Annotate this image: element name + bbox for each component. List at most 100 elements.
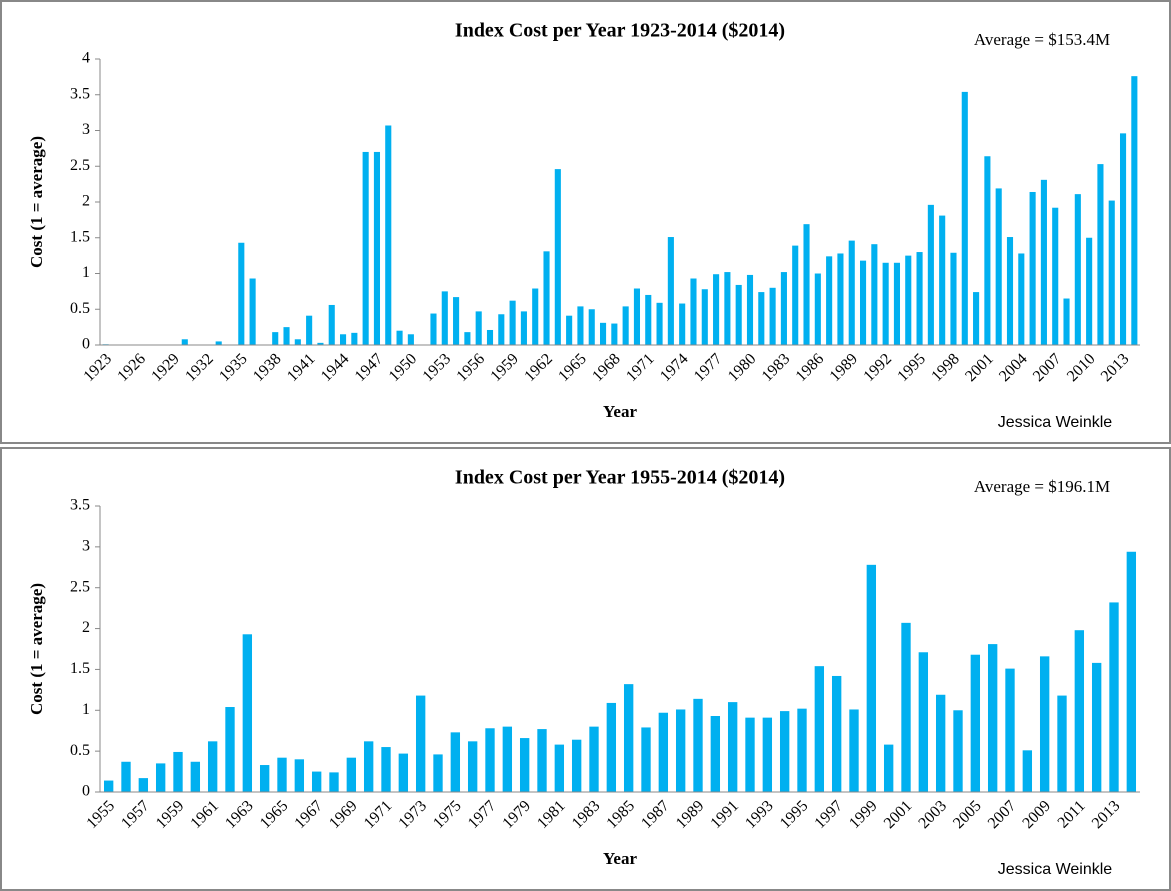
average-note: Average = $196.1M	[974, 477, 1110, 496]
bar	[693, 698, 703, 792]
bar	[589, 726, 599, 792]
bar	[970, 654, 981, 792]
bar	[866, 564, 877, 792]
bar	[641, 727, 651, 792]
bar	[893, 262, 901, 345]
bar	[831, 675, 842, 792]
bar	[1126, 551, 1137, 792]
bar	[520, 311, 527, 345]
bar	[215, 341, 222, 345]
bar	[883, 744, 894, 792]
author-note: Jessica Weinkle	[998, 414, 1113, 431]
bar	[746, 274, 754, 345]
y-tick-label: 0.5	[70, 300, 90, 317]
bar	[588, 309, 595, 345]
bar	[433, 754, 443, 792]
bar	[953, 710, 963, 792]
bar	[519, 738, 530, 792]
bar	[577, 306, 584, 345]
bar	[758, 292, 765, 345]
bar	[453, 297, 460, 345]
bar	[441, 291, 448, 345]
bar	[486, 329, 494, 345]
bar	[532, 288, 539, 345]
bar	[916, 252, 923, 345]
y-tick-label: 0	[82, 336, 90, 353]
chart-title: Index Cost per Year 1955-2014 ($2014)	[455, 467, 785, 489]
bar	[769, 287, 776, 345]
bar	[537, 729, 547, 792]
bar	[1074, 630, 1085, 792]
bar	[690, 278, 697, 345]
y-tick-label: 0.5	[70, 742, 90, 759]
bar	[701, 289, 708, 345]
bar	[935, 694, 946, 792]
y-tick-label: 1	[82, 264, 90, 281]
bar	[1022, 750, 1033, 792]
bar	[901, 622, 911, 792]
bar	[467, 741, 478, 792]
bar	[814, 666, 825, 792]
bar	[554, 744, 565, 792]
bar	[645, 294, 652, 345]
bar	[242, 634, 253, 792]
bar	[485, 728, 495, 792]
bar	[792, 245, 799, 345]
bar	[238, 242, 245, 345]
y-tick-label: 1.5	[70, 228, 90, 245]
bar	[727, 702, 738, 792]
bar	[272, 332, 279, 345]
bar	[475, 311, 482, 345]
bar	[277, 757, 287, 792]
bar	[599, 322, 607, 345]
panel	[0, 0, 1171, 444]
bar	[675, 709, 686, 792]
bar	[155, 763, 166, 792]
bar	[987, 644, 998, 792]
bar	[1119, 133, 1127, 345]
bar	[735, 284, 742, 345]
y-tick-label: 2.5	[70, 157, 90, 174]
bar	[1006, 237, 1014, 345]
y-tick-label: 3	[82, 121, 90, 138]
y-tick-label: 1.5	[70, 660, 90, 677]
bar	[317, 342, 324, 345]
author-note: Jessica Weinkle	[998, 861, 1113, 878]
bar	[554, 169, 561, 345]
bar	[837, 253, 844, 345]
bar	[1109, 602, 1119, 792]
bar	[871, 244, 878, 345]
bar	[1131, 76, 1138, 345]
bar	[633, 288, 641, 345]
bar	[882, 262, 889, 345]
bar	[797, 708, 807, 792]
bar	[407, 334, 414, 345]
bar	[329, 772, 339, 792]
bar	[826, 256, 833, 345]
bar	[381, 747, 391, 792]
bar	[679, 303, 686, 345]
bar	[121, 761, 131, 792]
bar	[713, 274, 720, 345]
y-axis-title: Cost (1 = average)	[27, 136, 46, 268]
bar	[939, 215, 946, 345]
bar	[745, 717, 755, 792]
bar	[656, 302, 663, 345]
bar	[103, 780, 114, 792]
y-tick-label: 2	[82, 619, 90, 636]
bar	[363, 741, 374, 792]
bar	[973, 292, 980, 345]
bar	[1029, 191, 1036, 345]
bar	[328, 304, 335, 345]
bar	[294, 759, 305, 792]
bar	[283, 327, 290, 345]
bar	[848, 240, 855, 345]
bar	[259, 765, 270, 792]
bar	[566, 315, 573, 345]
bar	[311, 771, 322, 792]
bar	[814, 273, 821, 345]
bar	[225, 707, 235, 792]
bar	[385, 125, 392, 346]
bar	[1097, 164, 1104, 345]
